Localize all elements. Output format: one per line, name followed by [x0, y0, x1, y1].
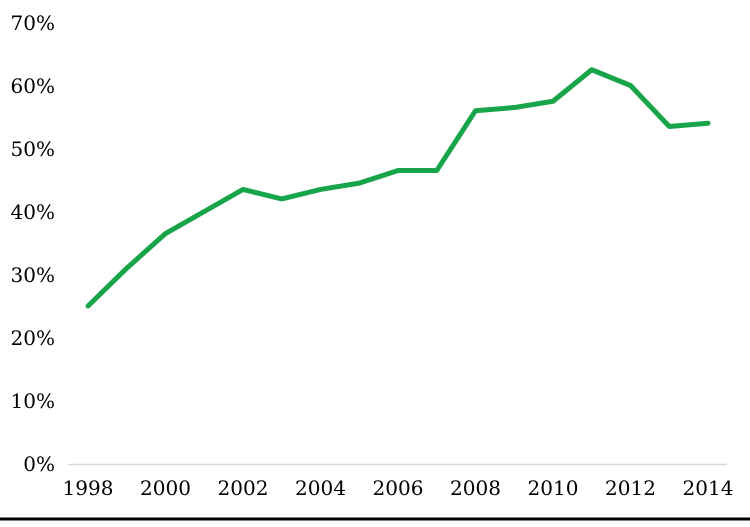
- y-axis-tick-label: 20%: [10, 325, 55, 350]
- y-axis-tick-label: 30%: [10, 262, 55, 287]
- x-axis-tick-label: 2008: [450, 476, 501, 500]
- x-axis-tick-label: 2014: [682, 476, 734, 500]
- x-axis-tick-label: 2000: [140, 476, 191, 500]
- y-axis-tick-label: 40%: [10, 199, 55, 224]
- x-axis-tick-label: 2002: [217, 476, 269, 500]
- x-axis-tick-label: 2004: [295, 476, 346, 500]
- y-axis-tick-label: 60%: [10, 73, 55, 98]
- y-axis-tick-label: 50%: [10, 136, 55, 161]
- y-axis-tick-label: 0%: [23, 451, 55, 476]
- x-axis-tick-label: 2012: [605, 476, 656, 500]
- data-series-line: [85, 67, 711, 309]
- y-axis-tick-label: 70%: [10, 10, 55, 35]
- x-axis-tick-label: 1998: [62, 476, 114, 500]
- x-axis-tick-label: 2006: [372, 476, 424, 500]
- y-axis-tick-label: 10%: [10, 388, 55, 413]
- x-axis-tick-label: 2010: [527, 476, 579, 500]
